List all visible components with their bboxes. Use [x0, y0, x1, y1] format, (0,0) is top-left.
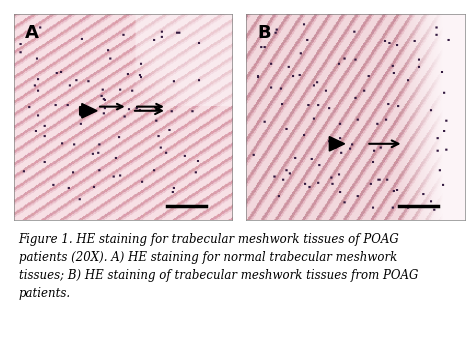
- Text: B: B: [257, 24, 271, 42]
- FancyArrow shape: [329, 137, 345, 151]
- Text: Figure 1. HE staining for trabecular meshwork tissues of POAG
patients (20X). A): Figure 1. HE staining for trabecular mes…: [18, 233, 418, 300]
- FancyArrow shape: [80, 104, 97, 118]
- Text: A: A: [25, 24, 39, 42]
